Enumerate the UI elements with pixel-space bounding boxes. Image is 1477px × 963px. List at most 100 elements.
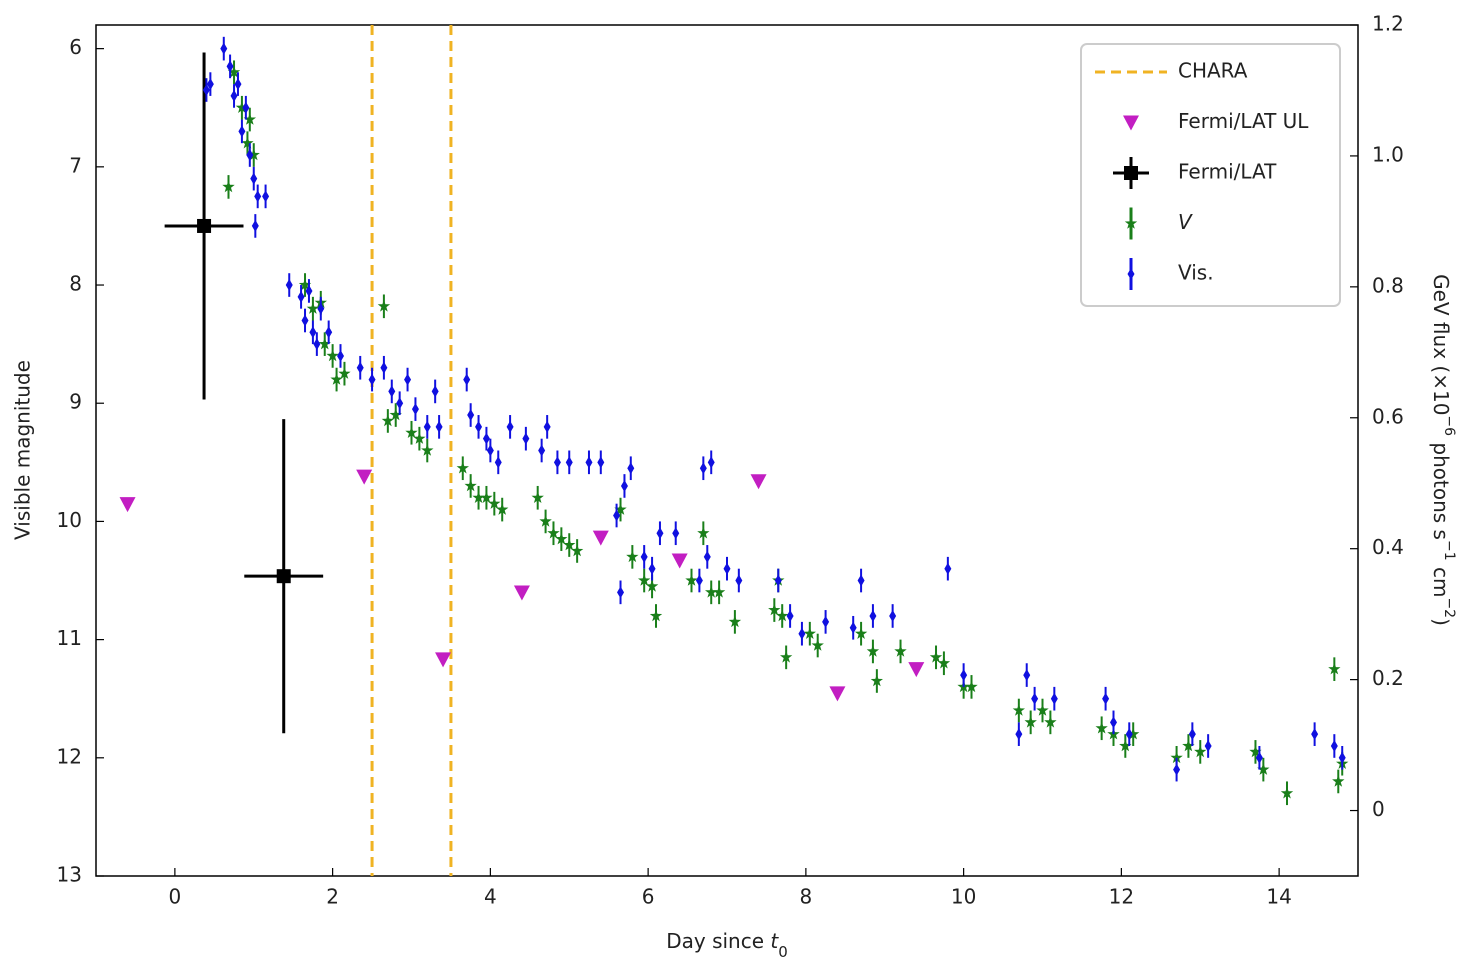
diamond-marker [234,78,242,91]
y2-tick-label: 1.0 [1372,142,1404,166]
star-marker [338,367,351,379]
diamond-marker [1031,692,1039,705]
diamond-marker [1102,692,1110,705]
star-marker [298,278,312,291]
diamond-marker [486,444,494,457]
legend-symbol [1124,217,1138,229]
legend-symbol [1124,166,1138,180]
diamond-marker [254,190,262,203]
x-tick-label: 14 [1266,885,1291,909]
diamond-marker [1311,728,1319,741]
diamond-marker [672,527,680,540]
diamond-marker [396,397,404,410]
star-marker [1095,721,1108,734]
diamond-marker [475,420,483,433]
diamond-marker [553,456,561,469]
diamond-marker [262,190,270,203]
star-marker [1328,662,1341,675]
star-marker [780,650,793,663]
diamond-marker [285,279,293,292]
diamond-marker [627,462,635,475]
y2-label-part: cm [1430,561,1454,598]
x-tick-label: 8 [800,885,813,909]
legend-label: Fermi/LAT UL [1178,109,1309,133]
diamond-marker [297,290,305,303]
star-marker [480,491,493,503]
diamond-marker [238,125,246,138]
diamond-marker [822,615,830,628]
star-marker [555,532,568,545]
diamond-marker [1204,739,1212,752]
star-marker [1257,763,1270,775]
y2-tick-label: 1.2 [1372,12,1404,36]
diamond-marker [522,432,530,445]
star-marker [326,349,339,362]
star-marker [1024,715,1037,728]
y2-tick-label: 0.6 [1372,404,1404,428]
star-marker [496,503,509,515]
diamond-marker [226,60,234,73]
diamond-marker [251,219,259,232]
square-marker [276,569,291,584]
triangle-marker [356,469,373,485]
diamond-marker [849,621,857,634]
diamond-marker [380,361,388,374]
star-marker [456,461,469,474]
diamond-marker [1173,763,1181,776]
diamond-marker [309,326,317,339]
y2-label-sup: −1 [1441,540,1457,561]
x-axis-label: Day since t0 [666,929,788,961]
square-marker [197,218,212,233]
legend-label: Fermi/LAT [1178,160,1277,184]
diamond-marker [695,574,703,587]
star-marker [247,148,260,161]
x-tick-label: 2 [326,885,339,909]
x-tick-label: 6 [642,885,655,909]
legend-symbol [1127,268,1135,280]
diamond-marker [699,462,707,475]
star-marker [464,479,477,492]
legend-label: Vis. [1178,261,1214,285]
star-marker [389,408,402,421]
y2-tick-label: 0 [1372,797,1385,821]
y-tick-label: 8 [69,272,82,296]
y2-tick-label: 0.2 [1372,666,1404,690]
diamond-marker [506,420,514,433]
plot-frame [95,24,1359,877]
y-tick-label: 9 [69,390,82,414]
star-marker [685,574,698,586]
star-marker [488,497,501,509]
star-marker [1119,739,1132,752]
x-tick-label: 0 [169,885,182,909]
diamond-marker [648,562,656,575]
star-marker [539,514,552,527]
star-marker [768,603,781,616]
legend-label: V [1178,210,1193,234]
diamond-marker [325,326,333,339]
diamond-marker [411,403,419,416]
star-marker [241,136,254,149]
diamond-marker [1255,751,1263,764]
star-marker [318,337,331,350]
star-marker [638,574,651,586]
star-marker [222,180,235,193]
diamond-marker [774,574,782,587]
diamond-marker [869,609,877,622]
star-marker [1170,751,1183,764]
y2-label-sup: −2 [1441,597,1457,618]
diamond-marker [703,550,711,563]
diamond-marker [388,385,396,398]
star-marker [243,113,256,125]
y2-label-sup: −6 [1441,415,1457,436]
diamond-marker [786,609,794,622]
diamond-marker [597,456,605,469]
star-marker [547,526,560,539]
diamond-marker [202,84,210,97]
diamond-marker [435,420,443,433]
star-marker [1127,727,1140,740]
diamond-marker [1188,728,1196,741]
diamond-marker [317,302,325,315]
diamond-marker [1125,728,1133,741]
diamond-marker [404,373,412,386]
